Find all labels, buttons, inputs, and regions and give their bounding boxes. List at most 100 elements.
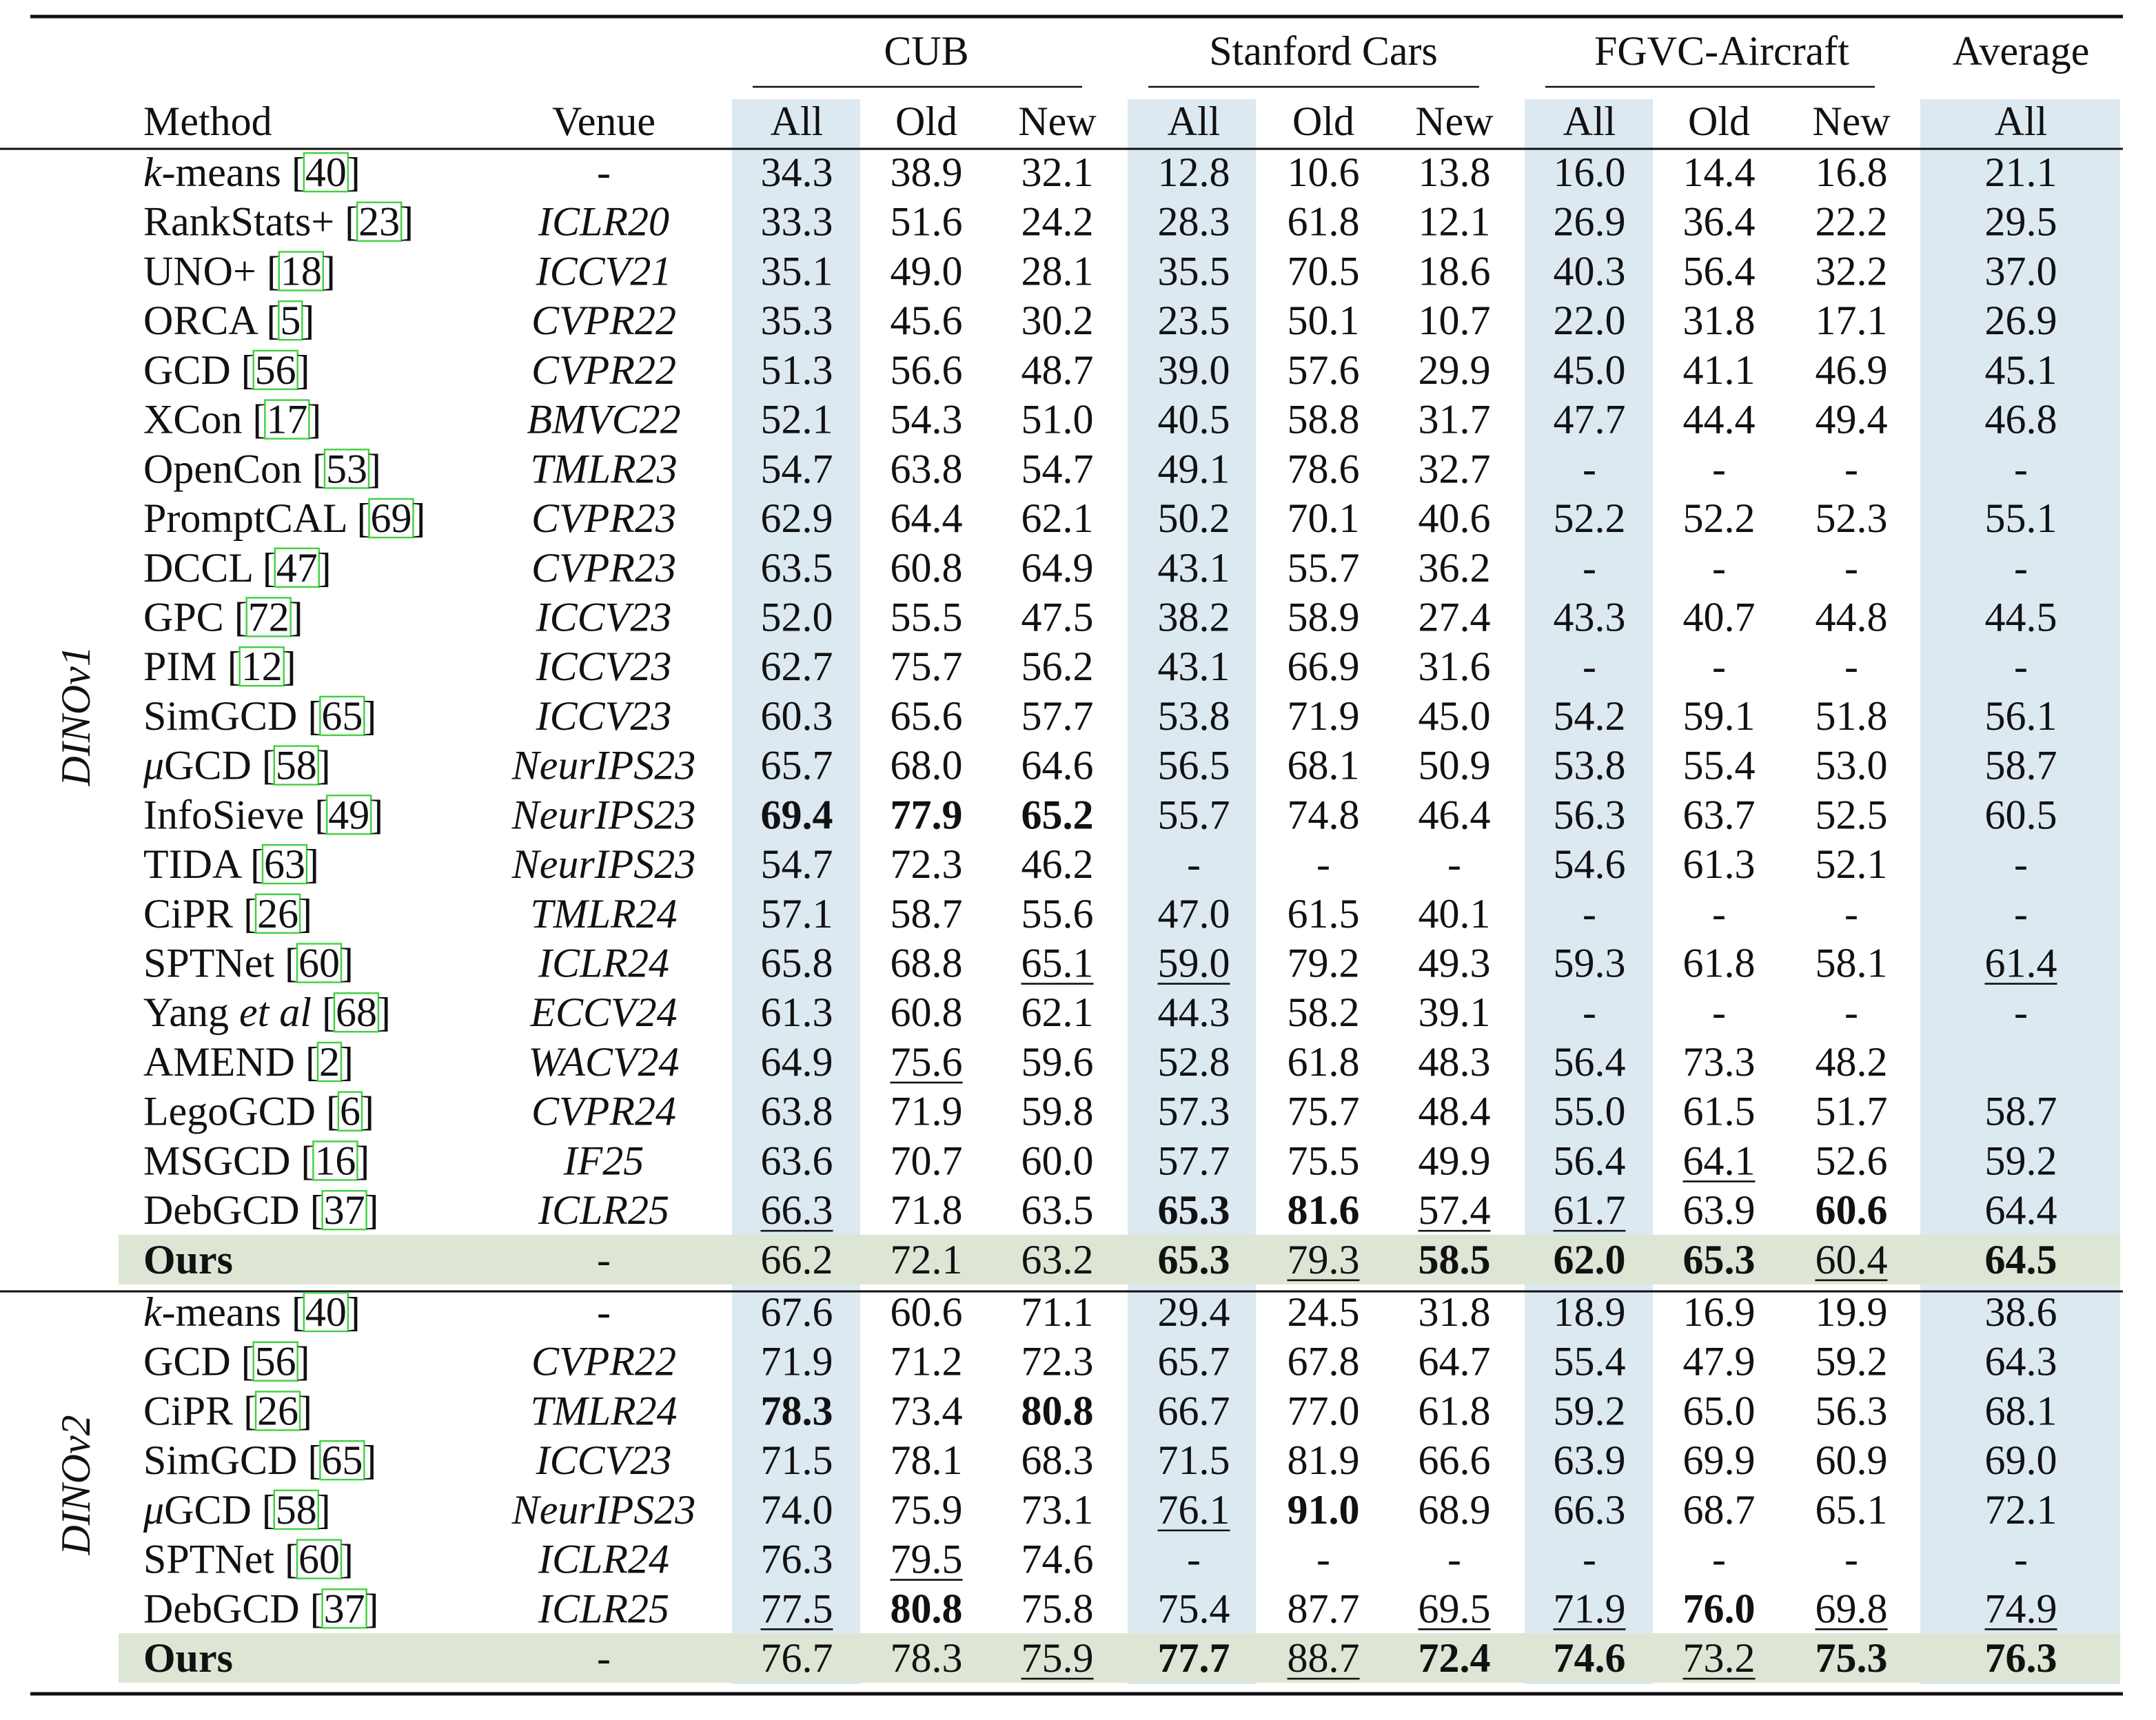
cell-value: 75.7	[1288, 1089, 1360, 1134]
cell-value: -	[2014, 891, 2028, 936]
method-name: ]	[367, 446, 381, 491]
venue: TMLR24	[530, 1388, 677, 1433]
cell-value: 69.0	[1985, 1437, 2057, 1483]
cell-value: 58.5	[1418, 1237, 1491, 1282]
cell-value: 56.2	[1021, 644, 1094, 689]
cell-value: 46.9	[1816, 347, 1888, 393]
cell-value: 35.5	[1158, 248, 1230, 294]
method-name: ]	[360, 1089, 374, 1134]
cell-value: 62.9	[761, 495, 833, 541]
cell-value: 35.1	[761, 248, 833, 294]
cell-value: 59.8	[1021, 1089, 1094, 1134]
cell-value: 63.8	[891, 446, 963, 491]
cell-value: 60.5	[1985, 792, 2057, 837]
cell-value: 16.8	[1816, 150, 1888, 195]
citation-box	[321, 1588, 367, 1629]
cell-value: 45.0	[1554, 347, 1626, 393]
cell-value: 69.4	[761, 792, 833, 837]
citation-box	[296, 943, 343, 983]
cell-value: 58.9	[1288, 594, 1360, 639]
cell-value: 21.1	[1985, 150, 2057, 195]
method-name: DebGCD [	[143, 1187, 324, 1233]
cell-value: 69.9	[1683, 1437, 1756, 1483]
cell-value: 58.8	[1288, 397, 1360, 442]
cell-value: 61.3	[761, 990, 833, 1035]
method-name: ]	[283, 644, 296, 689]
citation: 56	[255, 347, 296, 393]
method-name: Yang	[143, 990, 239, 1035]
method-name: LegoGCD [	[143, 1089, 340, 1134]
cell-value: 77.0	[1288, 1388, 1360, 1433]
cell-value: 54.7	[761, 841, 833, 887]
method-name: SimGCD [	[143, 1437, 321, 1483]
cell-value: 60.6	[891, 1289, 963, 1335]
cell-value: 72.3	[1021, 1339, 1094, 1384]
method-name: TIDA [	[143, 841, 264, 887]
venue: NeurIPS23	[511, 841, 696, 887]
venue: CVPR23	[531, 545, 676, 591]
cell-value: 32.7	[1418, 446, 1491, 491]
cell-value: 52.1	[1816, 841, 1888, 887]
citation-box	[252, 1341, 298, 1382]
cell-value: 49.9	[1418, 1138, 1491, 1183]
highlight-column	[1525, 99, 1653, 1684]
citation: 12	[241, 644, 283, 689]
cell-value: 59.2	[1554, 1388, 1626, 1433]
cell-value: 38.2	[1158, 594, 1230, 639]
cell-value: 73.1	[1021, 1487, 1094, 1533]
cell-value: 71.5	[761, 1437, 833, 1483]
cell-value: 31.8	[1683, 298, 1756, 343]
cell-value: 53.8	[1158, 693, 1230, 739]
group-header: FGVC-Aircraft	[1594, 28, 1849, 74]
cell-value: -	[1583, 545, 1596, 591]
cell-value: 72.1	[891, 1237, 963, 1282]
cell-value: 58.2	[1288, 990, 1360, 1035]
citation-box	[319, 695, 365, 737]
cell-value: 65.1	[1021, 941, 1094, 986]
cell-value: 38.6	[1985, 1289, 2057, 1335]
cell-value: 51.7	[1816, 1089, 1888, 1134]
highlight-column	[1920, 99, 2120, 1684]
citation-box	[252, 349, 298, 391]
cell-value: 31.8	[1418, 1289, 1491, 1335]
cell-value: 79.3	[1288, 1237, 1360, 1282]
citation-box	[245, 597, 292, 637]
cell-value: 48.2	[1816, 1039, 1888, 1085]
cell-value: -	[1583, 446, 1596, 491]
cell-value: 59.2	[1985, 1138, 2057, 1183]
method-name: InfoSieve [	[143, 792, 328, 837]
cell-value: 57.1	[761, 891, 833, 936]
cell-value: -	[1712, 644, 1726, 689]
cell-value: 26.9	[1985, 298, 2057, 343]
venue: WACV24	[528, 1039, 679, 1085]
cell-value: 71.1	[1021, 1289, 1094, 1335]
method-name: SPTNet [	[143, 1537, 298, 1582]
venue: CVPR22	[531, 1339, 676, 1384]
citation-box	[261, 843, 308, 885]
cell-value: 59.6	[1021, 1039, 1094, 1085]
method-name: ]	[298, 1388, 312, 1433]
cell-value: -	[2014, 841, 2028, 887]
method-name: ]	[317, 743, 331, 788]
citation-box	[321, 1189, 367, 1231]
method-name: ]	[363, 693, 376, 739]
venue: TMLR23	[530, 446, 677, 491]
method-name: ]	[317, 1487, 331, 1533]
cell-value: 49.0	[891, 248, 963, 294]
cell-value: 18.9	[1554, 1289, 1626, 1335]
citation-box	[264, 399, 310, 440]
cell-value: -	[1844, 545, 1858, 591]
column-header: Old	[1292, 99, 1354, 144]
cell-value: 56.1	[1985, 693, 2057, 739]
cell-value: 27.4	[1418, 594, 1491, 639]
cell-value: 62.1	[1021, 990, 1094, 1035]
cell-value: 43.3	[1554, 594, 1626, 639]
cell-value: 81.6	[1288, 1187, 1360, 1233]
cell-value: 51.8	[1816, 693, 1888, 739]
column-header: All	[1168, 99, 1221, 144]
citation-box	[333, 992, 380, 1033]
cell-value: -	[1447, 1537, 1461, 1582]
column-backgrounds	[119, 99, 2120, 1684]
citation-box	[278, 251, 325, 291]
cell-value: 71.9	[1288, 693, 1360, 739]
